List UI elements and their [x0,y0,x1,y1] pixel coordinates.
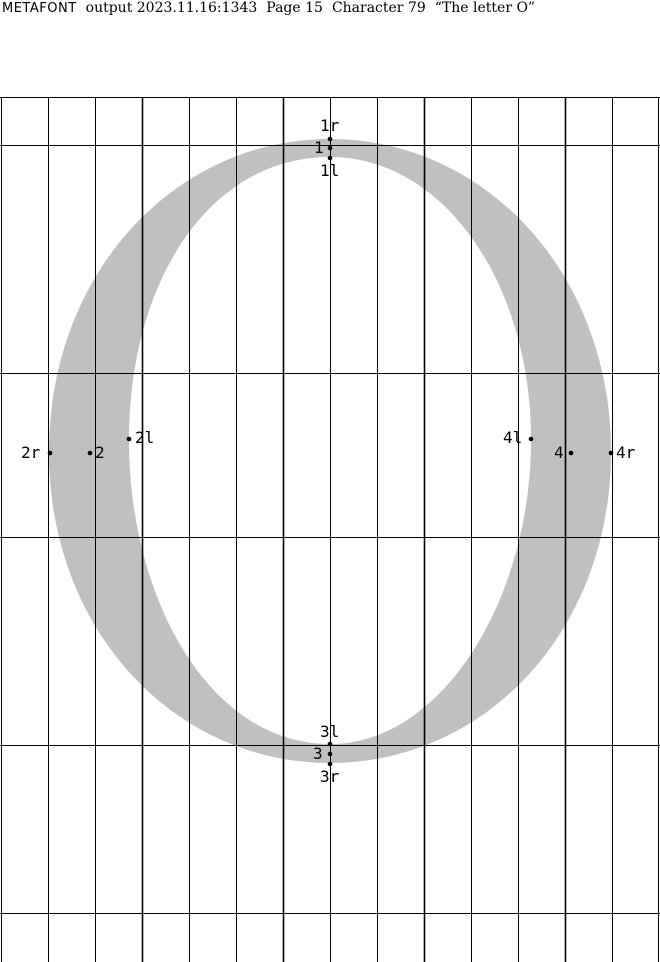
point-4r-dot [608,450,614,456]
point-2r-dot [47,450,53,456]
label-3l: 3l [320,722,339,741]
point-labels: 1r 1 1l 2r 2 2l 3l 3 3r 4l 4 4r [21,116,636,786]
label-1: 1 [314,138,324,157]
label-1r: 1r [320,116,340,135]
label-1l: 1l [320,161,339,180]
label-4r: 4r [616,443,636,462]
label-2r: 2r [21,443,41,462]
point-3r-dot [327,761,333,767]
control-points [47,136,614,767]
proof-header: METAFONT output 2023.11.16:1343 Page 15 Cha… [2,0,544,18]
proof-grid [0,97,660,962]
point-1-dot [327,145,333,151]
point-2-dot [87,450,93,456]
page-number: Page 15 [266,0,323,16]
point-1r-dot [327,136,333,142]
label-2: 2 [95,443,105,462]
label-4l: 4l [503,428,522,447]
point-2l-dot [126,436,132,442]
character-code: Character 79 [331,0,426,16]
output-timestamp: output 2023.11.16:1343 [85,0,258,16]
point-4-dot [568,450,574,456]
program-name: METAFONT [2,1,77,16]
label-3: 3 [313,744,323,763]
label-3r: 3r [320,767,340,786]
point-1l-dot [327,155,333,161]
character-description: “The letter O” [434,0,536,16]
point-4l-dot [528,436,534,442]
label-4: 4 [554,443,564,462]
label-2l: 2l [135,428,154,447]
point-3-dot [327,751,333,757]
point-3l-dot [327,741,333,747]
